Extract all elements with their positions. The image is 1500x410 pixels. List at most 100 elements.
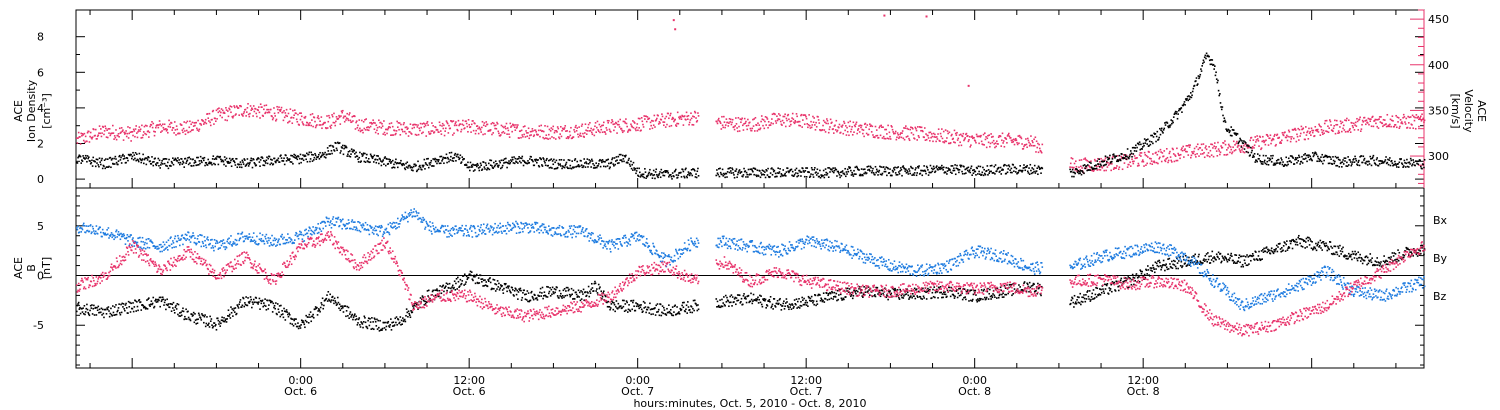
- data-point: [215, 158, 218, 160]
- data-point: [311, 315, 314, 318]
- data-point: [553, 168, 556, 170]
- data-point: [1265, 163, 1268, 166]
- data-point: [613, 164, 615, 167]
- data-point: [657, 176, 659, 179]
- data-point: [635, 129, 637, 132]
- data-point: [379, 158, 381, 161]
- data-point: [135, 159, 137, 162]
- data-point: [130, 140, 132, 142]
- data-point: [977, 173, 979, 175]
- data-point: [213, 158, 216, 161]
- data-point: [1322, 162, 1324, 165]
- data-point: [541, 130, 544, 132]
- data-point: [82, 307, 84, 309]
- data-point: [480, 131, 482, 133]
- data-point: [970, 167, 972, 170]
- data-point: [271, 301, 273, 303]
- data-point: [312, 316, 315, 319]
- data-point: [1291, 155, 1293, 157]
- data-point: [1406, 165, 1409, 168]
- data-point: [611, 158, 613, 161]
- data-point: [136, 132, 138, 134]
- data-point: [242, 297, 245, 300]
- data-point: [277, 157, 280, 160]
- data-point: [305, 314, 307, 317]
- data-point: [619, 159, 622, 161]
- data-point: [639, 176, 642, 178]
- data-point: [1284, 131, 1286, 134]
- data-point: [1185, 99, 1188, 101]
- data-point: [555, 129, 558, 132]
- data-point: [750, 168, 753, 170]
- data-point: [1258, 145, 1260, 147]
- data-point: [376, 159, 379, 161]
- data-point: [897, 133, 900, 136]
- data-point: [1172, 116, 1175, 118]
- data-point: [143, 125, 146, 128]
- data-point: [395, 132, 397, 135]
- data-point: [1409, 163, 1411, 165]
- data-point: [459, 278, 462, 281]
- data-point: [177, 303, 180, 306]
- data-point: [1353, 158, 1355, 160]
- data-point: [197, 163, 200, 166]
- data-point: [932, 140, 934, 143]
- x-tick-time-label: 12:00: [1127, 374, 1159, 387]
- data-point: [194, 161, 197, 163]
- data-point: [1088, 161, 1091, 164]
- data-point: [272, 302, 275, 305]
- data-point: [604, 131, 606, 133]
- data-point: [678, 117, 681, 120]
- data-point: [797, 120, 800, 123]
- data-point: [407, 127, 409, 130]
- data-point: [886, 137, 889, 140]
- data-point: [735, 117, 737, 119]
- data-point: [471, 166, 474, 168]
- data-point: [1021, 169, 1024, 172]
- data-point: [804, 114, 807, 116]
- data-point: [939, 168, 941, 171]
- data-point: [1096, 169, 1099, 171]
- data-point: [1318, 160, 1320, 163]
- data-point: [1107, 158, 1109, 161]
- data-point: [1387, 163, 1390, 166]
- data-point: [345, 117, 348, 119]
- data-point: [1201, 65, 1203, 67]
- data-point: [275, 312, 278, 315]
- data-point: [881, 172, 884, 175]
- data-point: [1252, 154, 1255, 157]
- data-point: [580, 135, 582, 137]
- data-point: [469, 270, 472, 273]
- data-point: [640, 117, 643, 119]
- data-point: [865, 172, 868, 174]
- data-point: [739, 118, 742, 120]
- legend-item-bx: Bx: [1433, 214, 1448, 227]
- data-point: [1010, 139, 1013, 142]
- data-point: [292, 109, 294, 112]
- data-point: [417, 308, 419, 310]
- data-point: [155, 164, 158, 167]
- data-point: [1401, 163, 1404, 166]
- data-point: [585, 161, 587, 163]
- data-point: [844, 125, 847, 127]
- data-point: [1037, 173, 1039, 176]
- data-point: [1417, 163, 1420, 166]
- data-point: [525, 130, 527, 132]
- data-point: [321, 303, 323, 306]
- data-point: [1124, 155, 1127, 158]
- data-point: [320, 116, 323, 118]
- data-point: [1337, 156, 1339, 159]
- data-point: [376, 154, 378, 157]
- data-point: [1163, 127, 1166, 130]
- data-point: [1298, 139, 1300, 141]
- top-left-axis-title-line: ACE: [12, 100, 25, 122]
- data-point: [445, 157, 447, 160]
- data-point: [674, 118, 676, 121]
- data-point: [1107, 162, 1109, 164]
- data-point: [452, 120, 455, 122]
- data-point: [156, 124, 159, 126]
- data-point: [1193, 147, 1196, 150]
- data-point: [188, 156, 191, 159]
- data-point: [882, 135, 885, 138]
